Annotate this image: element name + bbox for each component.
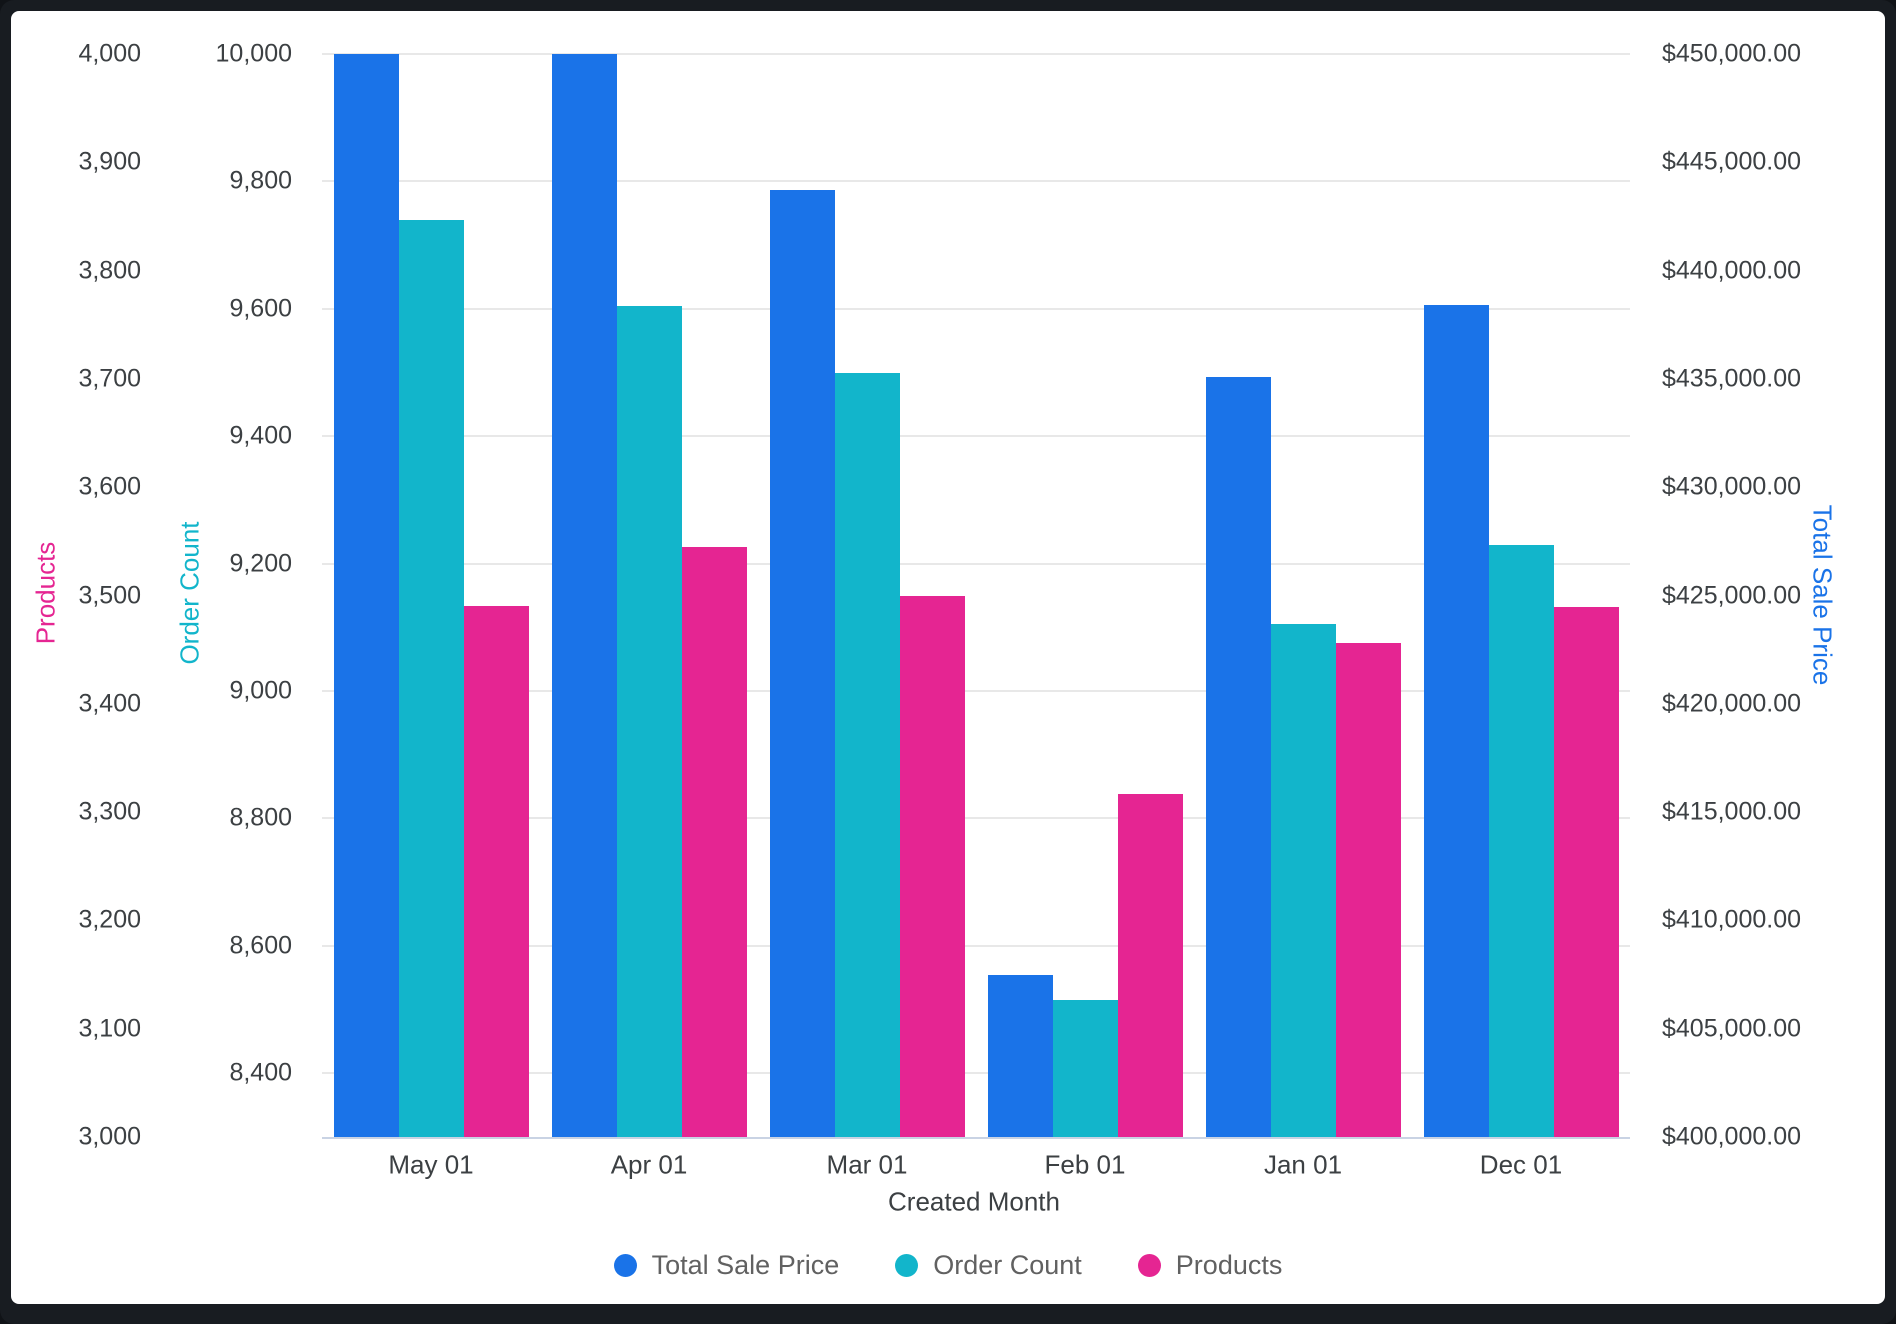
legend-item-total-sale-price[interactable]: Total Sale Price	[613, 1250, 840, 1280]
axis-tick-label: 10,000	[215, 39, 292, 68]
bar-products-dec-01[interactable]	[1553, 607, 1619, 1137]
bar-order-count-mar-01[interactable]	[834, 372, 900, 1137]
axis-tick-label: 3,800	[78, 256, 141, 285]
axis-tick-label: 9,200	[229, 549, 292, 578]
axis-tick-label: $400,000.00	[1662, 1122, 1802, 1151]
bar-order-count-may-01[interactable]	[398, 219, 464, 1137]
gridline	[322, 180, 1630, 183]
bar-total-sale-price-apr-01[interactable]	[551, 54, 617, 1137]
legend-color-dot	[613, 1254, 637, 1277]
bar-products-apr-01[interactable]	[681, 546, 747, 1137]
axis-tick-label: 9,800	[229, 166, 292, 195]
x-axis-tick-label: Jan 01	[1263, 1149, 1343, 1180]
axis-tick-label: 3,300	[78, 797, 141, 826]
axis-tick-label: 9,000	[229, 676, 292, 705]
gridline	[322, 562, 1630, 565]
axis-tick-label: 4,000	[78, 39, 141, 68]
bar-order-count-apr-01[interactable]	[616, 305, 682, 1137]
bar-order-count-jan-01[interactable]	[1270, 624, 1336, 1137]
chart-card: 4,000 3,900 3,800 3,700 3,600 3,500 3,400 3,300…	[11, 11, 1885, 1304]
x-axis-line	[322, 1137, 1630, 1139]
axis-tick-label: 3,200	[78, 905, 141, 934]
axis-tick-label: 3,000	[78, 1122, 141, 1151]
legend-label: Order Count	[933, 1250, 1082, 1280]
axis-tick-label: 3,600	[78, 472, 141, 501]
axis-tick-label: $445,000.00	[1662, 147, 1802, 176]
legend: Total Sale Price Order Count Products	[11, 1252, 1885, 1279]
legend-item-order-count[interactable]: Order Count	[895, 1252, 1082, 1279]
axis-tick-label: $430,000.00	[1662, 472, 1802, 501]
axis-tick-label: $415,000.00	[1662, 797, 1802, 826]
gridline	[322, 307, 1630, 310]
bar-products-feb-01[interactable]	[1117, 793, 1183, 1137]
legend-label: Products	[1175, 1250, 1283, 1280]
axis-tick-label: 3,400	[78, 689, 141, 718]
axis-tick-label: $440,000.00	[1662, 256, 1802, 285]
bar-total-sale-price-mar-01[interactable]	[769, 190, 835, 1137]
y-axis-title-products: Products	[30, 541, 61, 645]
bar-products-may-01[interactable]	[463, 606, 529, 1137]
axis-tick-label: 8,400	[229, 1058, 292, 1087]
axis-tick-label: 9,600	[229, 294, 292, 323]
axis-tick-label: $435,000.00	[1662, 364, 1802, 393]
x-axis-tick-label: Mar 01	[826, 1149, 908, 1180]
gridline	[322, 53, 1630, 55]
gridline	[322, 1072, 1630, 1075]
bar-products-mar-01[interactable]	[899, 595, 965, 1137]
gridline	[322, 435, 1630, 438]
x-axis-tick-label: May 01	[388, 1149, 474, 1180]
axis-tick-label: 8,600	[229, 931, 292, 960]
gridline	[322, 690, 1630, 693]
axis-tick-label: $405,000.00	[1662, 1014, 1802, 1043]
axis-tick-label: 3,100	[78, 1014, 141, 1043]
x-axis-title: Created Month	[888, 1186, 1060, 1217]
axis-tick-label: $450,000.00	[1662, 39, 1802, 68]
axis-tick-label: 3,700	[78, 364, 141, 393]
bar-total-sale-price-feb-01[interactable]	[987, 974, 1053, 1137]
x-axis-tick-label: Apr 01	[610, 1149, 688, 1180]
legend-item-products[interactable]: Products	[1137, 1250, 1283, 1280]
axis-tick-label: 8,800	[229, 803, 292, 832]
gridline	[322, 944, 1630, 947]
axis-tick-label: 9,400	[229, 421, 292, 450]
legend-color-dot	[895, 1254, 919, 1277]
axis-tick-label: $410,000.00	[1662, 905, 1802, 934]
axis-tick-label: $420,000.00	[1662, 689, 1802, 718]
bar-order-count-dec-01[interactable]	[1488, 544, 1554, 1137]
y-axis-title-total-sale-price: Total Sale Price	[1807, 504, 1838, 686]
legend-color-dot	[1137, 1254, 1161, 1277]
x-axis-tick-label: Dec 01	[1479, 1149, 1563, 1180]
bar-total-sale-price-may-01[interactable]	[333, 54, 399, 1137]
x-axis-tick-label: Feb 01	[1044, 1149, 1126, 1180]
axis-tick-label: 3,900	[78, 147, 141, 176]
axis-tick-label: $425,000.00	[1662, 581, 1802, 609]
bar-order-count-feb-01[interactable]	[1052, 1000, 1118, 1137]
gridline	[322, 817, 1630, 820]
axis-tick-label: 3,500	[78, 581, 141, 609]
bar-total-sale-price-dec-01[interactable]	[1423, 305, 1489, 1137]
bar-total-sale-price-jan-01[interactable]	[1205, 376, 1271, 1137]
plot-area	[322, 53, 1630, 1139]
y-axis-title-order-count: Order Count	[174, 521, 205, 665]
legend-label: Total Sale Price	[651, 1250, 840, 1280]
bar-products-jan-01[interactable]	[1335, 643, 1401, 1137]
